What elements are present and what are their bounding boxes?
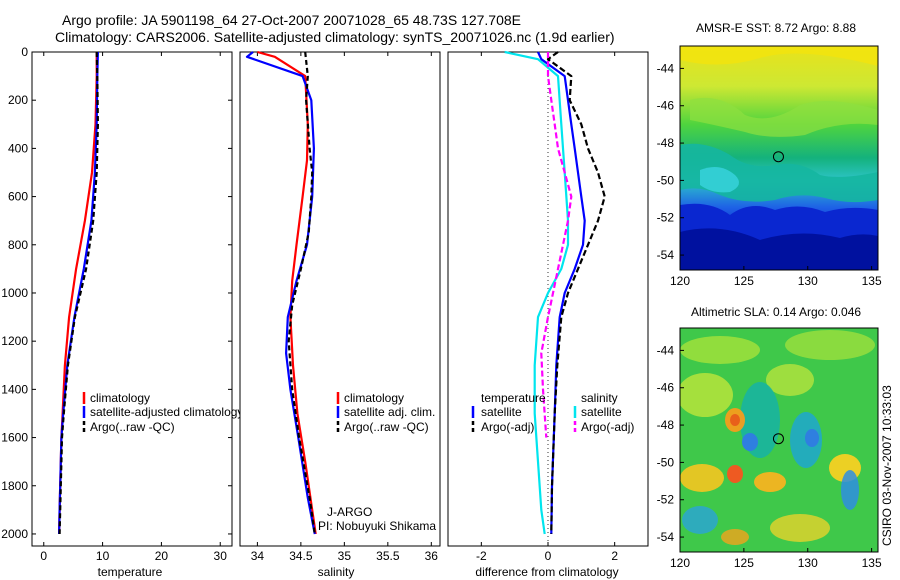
salinity-panel: 34 34.5 35 35.5 36 salinity climatology sate… xyxy=(239,50,441,579)
x-tick-label: 34.5 xyxy=(289,549,313,563)
legend-label-climatology: climatology xyxy=(90,391,150,405)
map-x-tick-label: 135 xyxy=(862,556,882,570)
salinity-x-ticks: 34 34.5 35 35.5 36 xyxy=(251,52,439,563)
map-x-tick-label: 130 xyxy=(798,274,818,288)
x-tick-label: 35 xyxy=(338,549,352,563)
legend-label-satellite-adjusted: satellite-adjusted climatology xyxy=(90,405,243,419)
float-program-label: J-ARGO xyxy=(327,505,372,519)
map-y-tick-label: -48 xyxy=(657,136,675,150)
salinity-axes-frame xyxy=(239,51,441,547)
depth-tick-label: 1200 xyxy=(1,334,28,348)
temperature-legend: climatology satellite-adjusted climatolo… xyxy=(82,391,243,434)
csiro-timestamp: CSIRO 03-Nov-2007 10:33:03 xyxy=(880,385,894,546)
temperature-argo-diff-line xyxy=(540,52,573,438)
depth-tick-labels: 0 200 400 600 800 1000 1200 1400 1600 1800 2000 xyxy=(1,45,648,541)
salinity-x-label: salinity xyxy=(318,565,355,579)
sst-map-title: AMSR-E SST: 8.72 Argo: 8.88 xyxy=(696,21,856,35)
x-tick-label: 35.5 xyxy=(376,549,400,563)
difference-x-label: difference from climatology xyxy=(475,565,618,579)
depth-tick-label: 2000 xyxy=(1,527,28,541)
map-y-tick-label: -52 xyxy=(657,493,675,507)
map-y-tick-label: -44 xyxy=(657,343,675,357)
map-y-tick-label: -46 xyxy=(657,381,675,395)
x-tick-label: 34 xyxy=(251,549,265,563)
depth-tick-label: 200 xyxy=(8,93,28,107)
temperature-x-label: temperature xyxy=(98,565,163,579)
x-tick-label: 0 xyxy=(40,549,47,563)
map-y-tick-label: -44 xyxy=(657,61,675,75)
map-x-tick-label: 130 xyxy=(798,556,818,570)
difference-legend: temperature satellite Argo(-adj) salinit… xyxy=(471,391,634,434)
legend-label-sal-satellite: satellite xyxy=(581,405,622,419)
map-x-tick-label: 120 xyxy=(670,274,690,288)
depth-tick-label: 1400 xyxy=(1,382,28,396)
map-y-tick-label: -54 xyxy=(657,530,675,544)
salinity-argo-diff-line xyxy=(546,51,606,535)
sla-map-ticks: 120 125 130 135 -44 -46 -48 -50 -52 -54 xyxy=(657,343,882,570)
sla-map-frame xyxy=(679,327,879,553)
sst-map-panel: AMSR-E SST: 8.72 Argo: 8.88 120 125 130 135… xyxy=(657,21,882,288)
sla-field xyxy=(680,328,878,552)
depth-tick-label: 800 xyxy=(8,238,28,252)
x-tick-label: 36 xyxy=(425,549,439,563)
difference-panel: -2 0 2 difference from climatology tempera… xyxy=(447,50,649,579)
temperature-series xyxy=(58,51,100,535)
sst-field xyxy=(680,46,878,270)
principal-investigator-label: PI: Nobuyuki Shikama xyxy=(318,519,436,533)
legend-label-argo: Argo(..raw -QC) xyxy=(344,420,429,434)
argo-line xyxy=(58,51,100,535)
salinity-series xyxy=(245,50,317,535)
depth-tick-label: 400 xyxy=(8,141,28,155)
argo-location-marker xyxy=(772,433,784,445)
legend-title-temperature: temperature xyxy=(481,391,546,405)
map-y-tick-label: -50 xyxy=(657,173,675,187)
depth-tick-label: 600 xyxy=(8,190,28,204)
salinity-legend: climatology satellite adj. clim. Argo(..… xyxy=(336,391,435,434)
x-tick-label: 30 xyxy=(214,549,228,563)
depth-tick-label: 1600 xyxy=(1,431,28,445)
difference-axes-frame xyxy=(447,51,649,547)
map-x-tick-label: 125 xyxy=(734,556,754,570)
sst-map-frame xyxy=(679,45,879,271)
depth-tick-label: 0 xyxy=(21,45,28,59)
map-x-tick-label: 125 xyxy=(734,274,754,288)
difference-series xyxy=(504,50,606,535)
legend-label-temp-argo: Argo(-adj) xyxy=(481,420,534,434)
x-tick-label: 10 xyxy=(96,549,110,563)
temperature-axes-frame xyxy=(31,51,233,547)
x-tick-label: 0 xyxy=(545,549,552,563)
legend-label-climatology: climatology xyxy=(344,391,404,405)
legend-label-argo: Argo(..raw -QC) xyxy=(90,420,175,434)
map-y-tick-label: -46 xyxy=(657,99,675,113)
legend-label-temp-satellite: satellite xyxy=(481,405,522,419)
map-y-tick-label: -50 xyxy=(657,455,675,469)
legend-label-sal-argo: Argo(-adj) xyxy=(581,420,634,434)
legend-title-salinity: salinity xyxy=(581,391,618,405)
legend-label-satellite-adjusted: satellite adj. clim. xyxy=(344,405,435,419)
temperature-satellite-diff-line xyxy=(504,50,570,535)
map-x-tick-label: 120 xyxy=(670,556,690,570)
x-tick-label: 2 xyxy=(611,549,618,563)
map-y-tick-label: -48 xyxy=(657,418,675,432)
figure-title-line-2: Climatology: CARS2006. Satellite-adjuste… xyxy=(55,29,615,45)
depth-tick-label: 1000 xyxy=(1,286,28,300)
x-tick-label: -2 xyxy=(476,549,487,563)
temperature-x-ticks: 0 10 20 30 xyxy=(40,52,227,563)
sst-map-ticks: 120 125 130 135 -44 -46 -48 -50 -52 -54 xyxy=(657,61,882,288)
map-y-tick-label: -54 xyxy=(657,248,675,262)
sla-map-title: Altimetric SLA: 0.14 Argo: 0.046 xyxy=(691,305,861,319)
argo-location-marker xyxy=(772,151,784,163)
map-x-tick-label: 135 xyxy=(862,274,882,288)
figure-title-line-1: Argo profile: JA 5901198_64 27-Oct-2007 … xyxy=(62,12,521,28)
depth-tick-label: 1800 xyxy=(1,479,28,493)
sla-map-panel: Altimetric SLA: 0.14 Argo: 0.046 120 125 1… xyxy=(657,305,882,570)
argo-line xyxy=(287,51,316,535)
x-tick-label: 20 xyxy=(155,549,169,563)
map-y-tick-label: -52 xyxy=(657,211,675,225)
